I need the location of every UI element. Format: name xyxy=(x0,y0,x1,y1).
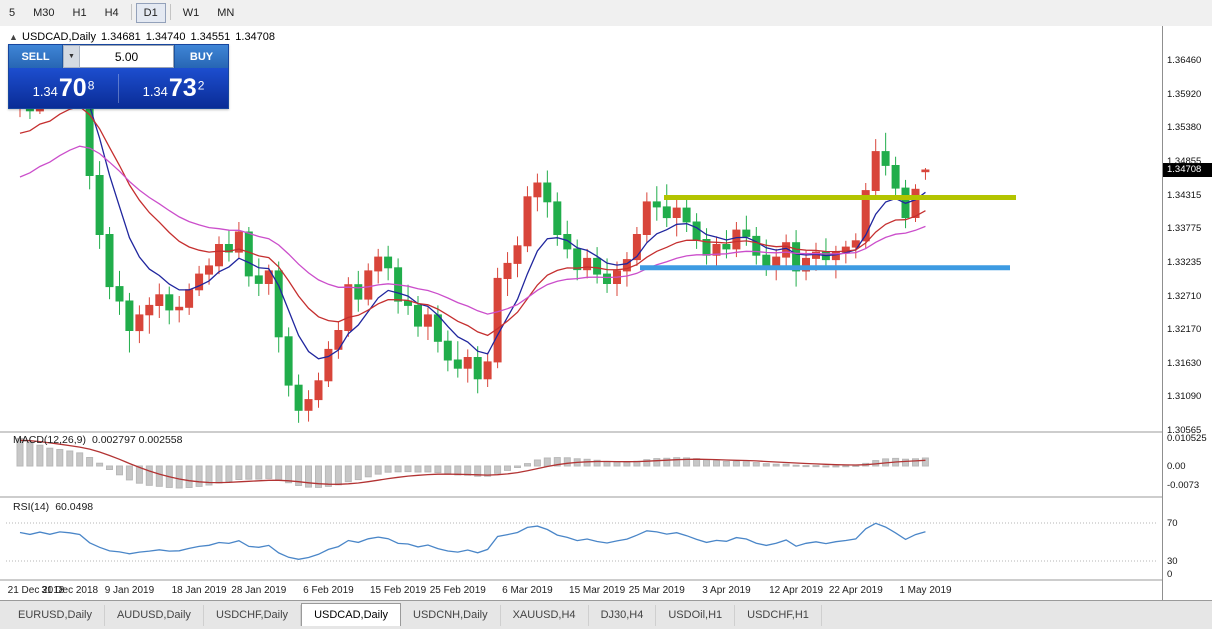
price-tick-label: 1.36460 xyxy=(1167,55,1202,66)
fast-ma xyxy=(19,80,926,360)
chart-tab-usdcad-daily[interactable]: USDCAD,Daily xyxy=(301,603,402,626)
price-tick-label: 1.35380 xyxy=(1167,122,1202,134)
sell-price-base: 1.34 xyxy=(32,83,58,99)
mid-ma xyxy=(19,105,926,337)
buy-button[interactable]: BUY xyxy=(174,45,228,68)
sell-price[interactable]: 1.34708 xyxy=(9,73,119,103)
date-label: 21 Dec 2018 xyxy=(8,585,65,596)
price-tick-label: 1.35920 xyxy=(1167,88,1202,100)
ohlc-close: 1.34708 xyxy=(235,31,276,43)
price-tick-label: 1.34855 xyxy=(1167,155,1202,167)
date-label: 25 Feb 2019 xyxy=(430,585,487,596)
macd-values: 0.002797 0.002558 xyxy=(91,434,183,446)
date-label: 28 Jan 2019 xyxy=(231,585,286,596)
volume-box: ▼ xyxy=(63,45,174,68)
buy-price[interactable]: 1.34732 xyxy=(119,74,228,103)
macd-scale-label: 0.00 xyxy=(1167,461,1186,472)
price-tick-label: 1.34315 xyxy=(1167,189,1202,201)
rsi-pane xyxy=(6,522,1156,562)
price-tick-label: 1.33775 xyxy=(1167,223,1202,235)
chart-tab-usdoil-h1[interactable]: USDOil,H1 xyxy=(656,605,736,626)
price-tick-label: 1.33235 xyxy=(1167,256,1202,268)
date-label: 9 Jan 2019 xyxy=(105,585,155,596)
date-label: 25 Mar 2019 xyxy=(629,585,686,596)
chart-window[interactable]: 21 Dec 2018 31 Dec 2018 9 Jan 2019 18 Jan 2… xyxy=(0,26,1212,600)
rsi-scale-label: 70 xyxy=(1167,518,1178,529)
rsi-scale-label: 30 xyxy=(1167,556,1178,567)
date-label: 15 Mar 2019 xyxy=(569,585,626,596)
price-tick-label: 1.32710 xyxy=(1167,290,1202,302)
sell-price-point: 8 xyxy=(87,78,95,93)
chart-tab-usdchf-daily[interactable]: USDCHF,Daily xyxy=(204,605,302,626)
ohlc-low: 1.34551 xyxy=(190,31,231,43)
date-label: 6 Mar 2019 xyxy=(502,585,553,596)
chart-tab-eurusd-daily[interactable]: EURUSD,Daily xyxy=(6,605,105,626)
date-label: 15 Feb 2019 xyxy=(370,585,427,596)
macd-indicator-label: MACD(12,26,9) 0.002797 0.002558 xyxy=(13,434,182,446)
trade-panel-quotes: 1.34708 1.34732 xyxy=(9,68,228,108)
horizontal-level-lines xyxy=(640,195,1016,271)
date-label: 31 Dec 2018 xyxy=(41,585,98,596)
ohlc-high: 1.34740 xyxy=(145,31,186,43)
macd-scale-label: 0.010525 xyxy=(1167,433,1207,444)
rsi-value: 60.0498 xyxy=(55,501,94,513)
date-label: 1 May 2019 xyxy=(899,585,952,596)
price-tick-label: 1.31090 xyxy=(1167,391,1202,403)
slow-ma xyxy=(19,145,926,315)
rsi-name: RSI(14) xyxy=(13,501,50,513)
chart-tab-audusd-daily[interactable]: AUDUSD,Daily xyxy=(105,605,204,626)
chart-symbol-period: USDCAD,Daily xyxy=(22,31,96,43)
macd-name: MACD(12,26,9) xyxy=(13,434,86,446)
rsi-line xyxy=(19,522,926,560)
date-label: 6 Feb 2019 xyxy=(303,585,354,596)
chart-tab-bar: EURUSD,Daily AUDUSD,Daily USDCHF,Daily USDC… xyxy=(0,600,1212,629)
pane-separators xyxy=(0,431,1162,581)
toolbar-separator xyxy=(169,3,171,20)
quick-trade-collapse-icon[interactable]: ▲ xyxy=(9,32,18,42)
buy-price-point: 2 xyxy=(197,78,205,93)
chart-tab-xauusd-h4[interactable]: XAUUSD,H4 xyxy=(501,605,589,626)
timeframe-button-h1[interactable]: H1 xyxy=(72,7,87,19)
date-label: 22 Apr 2019 xyxy=(829,585,883,596)
rsi-indicator-label: RSI(14) 60.0498 xyxy=(13,501,93,513)
ohlc-open: 1.34681 xyxy=(100,31,141,43)
buy-price-pips: 73 xyxy=(168,73,197,102)
price-tick-label: 1.32170 xyxy=(1167,324,1202,336)
moving-average-lines xyxy=(19,80,926,360)
toolbar-separator xyxy=(130,3,132,20)
volume-input[interactable] xyxy=(80,45,174,68)
sell-button[interactable]: SELL xyxy=(9,45,63,68)
timeframe-toolbar: 5 M30 H1 H4 D1 W1 MN xyxy=(0,0,1212,27)
timeframe-button-h4[interactable]: H4 xyxy=(104,7,119,19)
timeframe-button-w1[interactable]: W1 xyxy=(182,7,200,19)
timeframe-button-5[interactable]: 5 xyxy=(9,7,16,19)
macd-scale-label: -0.0073 xyxy=(1167,480,1200,492)
one-click-trading-panel: SELL ▼ BUY 1.34708 1.34732 xyxy=(8,44,229,109)
rsi-scale-label: 0 xyxy=(1167,569,1173,580)
price-tick-label: 1.30565 xyxy=(1167,425,1202,436)
macd-signal-line xyxy=(19,439,926,485)
volume-dropdown-icon[interactable]: ▼ xyxy=(63,45,80,68)
timeframe-button-mn[interactable]: MN xyxy=(217,7,235,19)
buy-price-base: 1.34 xyxy=(142,83,168,99)
price-tick-label: 1.31630 xyxy=(1167,357,1202,369)
chart-tab-usdcnh-daily[interactable]: USDCNH,Daily xyxy=(401,605,501,626)
macd-histogram xyxy=(16,437,929,489)
candlesticks xyxy=(16,48,930,423)
sell-price-pips: 70 xyxy=(58,73,87,102)
price-scale[interactable]: 1.34708 1.36460 1.35920 1.35380 1.34855 1.34… xyxy=(1162,26,1212,600)
timeframe-button-m30[interactable]: M30 xyxy=(33,7,55,19)
chart-ohlc-header: USDCAD,Daily 1.34681 1.34740 1.34551 1.34708 xyxy=(22,31,280,43)
chart-tab-usdchf-h1[interactable]: USDCHF,H1 xyxy=(735,605,822,626)
timeframe-button-d1[interactable]: D1 xyxy=(135,3,166,23)
date-label: 18 Jan 2019 xyxy=(172,585,227,596)
current-price-tag: 1.34708 xyxy=(1163,163,1212,177)
chart-tab-dj30-h4[interactable]: DJ30,H4 xyxy=(589,605,657,626)
date-label: 3 Apr 2019 xyxy=(702,585,751,596)
date-label: 12 Apr 2019 xyxy=(769,585,823,596)
trade-panel-controls: SELL ▼ BUY xyxy=(9,45,228,68)
